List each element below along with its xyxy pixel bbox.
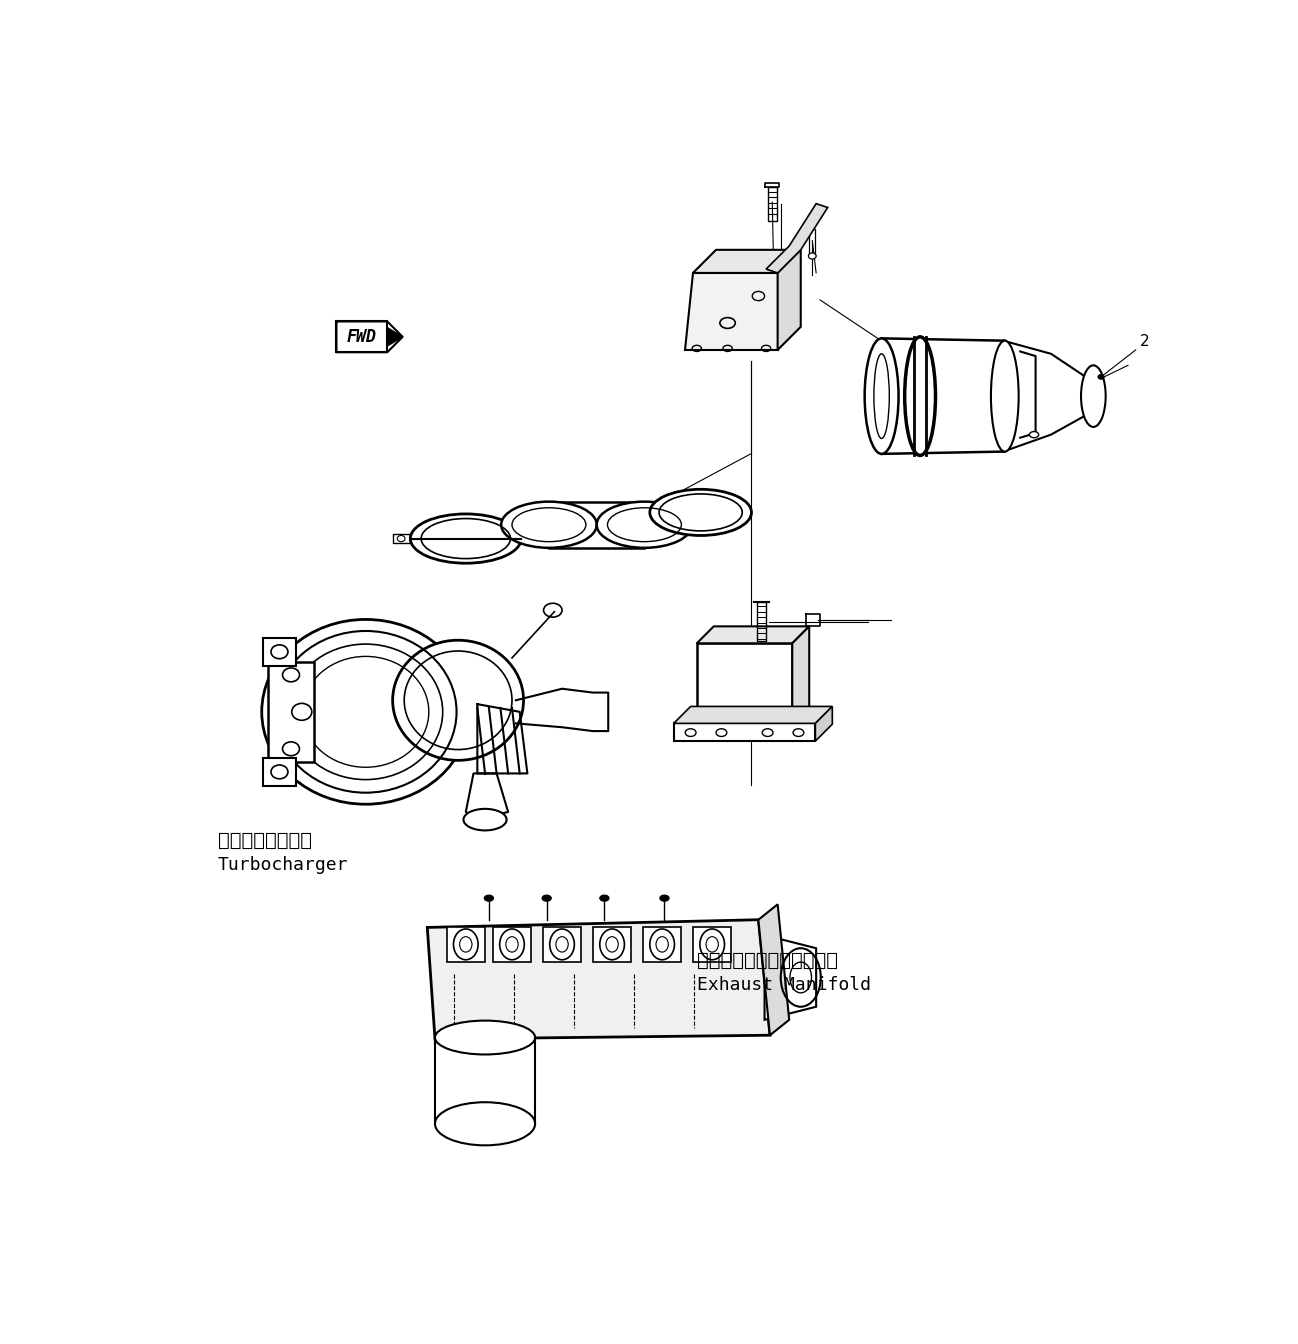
Ellipse shape [543, 895, 552, 902]
Ellipse shape [650, 489, 752, 535]
Ellipse shape [262, 620, 470, 804]
Polygon shape [493, 927, 531, 962]
Ellipse shape [874, 353, 889, 438]
Text: Exhaust Manifold: Exhaust Manifold [697, 976, 871, 995]
Polygon shape [765, 935, 816, 1020]
Ellipse shape [809, 253, 816, 259]
Ellipse shape [435, 1102, 535, 1145]
Ellipse shape [864, 339, 898, 454]
Polygon shape [685, 273, 778, 349]
Ellipse shape [501, 501, 597, 548]
Ellipse shape [435, 1020, 535, 1055]
Polygon shape [674, 707, 832, 723]
Polygon shape [593, 927, 631, 962]
Polygon shape [766, 204, 828, 273]
Polygon shape [792, 626, 809, 723]
Polygon shape [778, 250, 801, 349]
Text: Turbocharger: Turbocharger [218, 856, 348, 874]
Polygon shape [758, 905, 789, 1035]
Polygon shape [387, 328, 402, 345]
Ellipse shape [597, 501, 692, 548]
Ellipse shape [990, 340, 1019, 452]
Ellipse shape [484, 895, 493, 902]
Polygon shape [693, 927, 732, 962]
Polygon shape [815, 707, 832, 741]
Ellipse shape [659, 895, 668, 902]
Polygon shape [643, 927, 681, 962]
Ellipse shape [397, 535, 405, 542]
Ellipse shape [1029, 431, 1038, 438]
Ellipse shape [410, 513, 522, 563]
Ellipse shape [1081, 366, 1106, 427]
Text: エキゾーストマニホールド: エキゾーストマニホールド [697, 950, 837, 969]
Polygon shape [336, 321, 387, 352]
Polygon shape [697, 644, 792, 723]
Polygon shape [263, 758, 296, 786]
Polygon shape [693, 250, 801, 273]
Ellipse shape [905, 337, 936, 456]
Polygon shape [543, 927, 582, 962]
Polygon shape [267, 661, 314, 762]
Polygon shape [427, 919, 770, 1039]
Text: 2: 2 [1140, 335, 1149, 349]
Text: ターボチャージャ: ターボチャージャ [218, 831, 312, 851]
Ellipse shape [393, 640, 523, 761]
Polygon shape [674, 723, 815, 741]
Ellipse shape [463, 809, 506, 831]
Ellipse shape [1098, 375, 1105, 379]
Text: FWD: FWD [347, 328, 376, 345]
Polygon shape [697, 626, 809, 644]
Polygon shape [263, 638, 296, 665]
Polygon shape [447, 927, 485, 962]
Ellipse shape [600, 895, 609, 902]
